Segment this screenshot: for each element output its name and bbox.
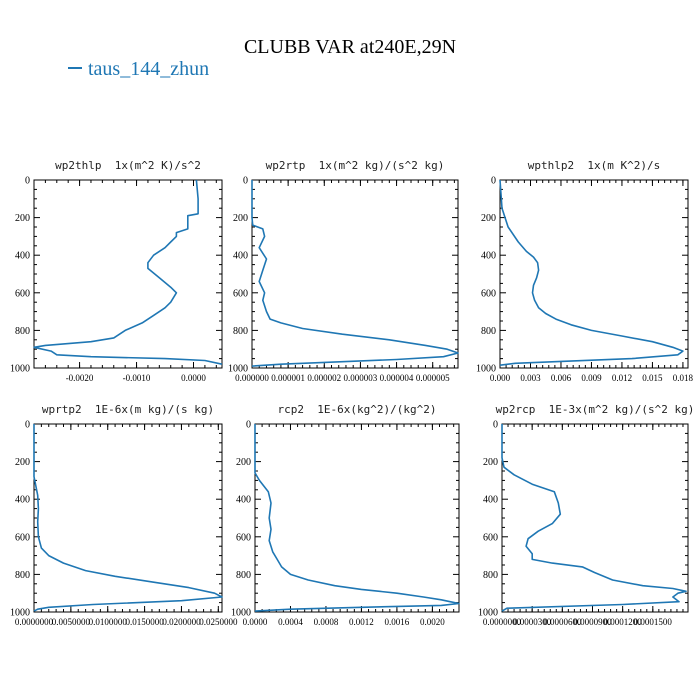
chart-panel-5: rcp2 1E-6x(kg^2)/(kg^2) 0 200 400 600 800 1000… [231, 403, 460, 627]
y-tick-label: 800 [236, 570, 251, 581]
x-tick-label: 0.000003 [344, 373, 378, 383]
plot-frame [254, 423, 460, 613]
x-tick-label: 0.0000 [181, 373, 206, 383]
plot-frame [33, 423, 223, 613]
legend: taus_144_zhun [68, 58, 209, 81]
y-tick-label: 800 [15, 570, 30, 581]
x-tick-label: 0.0001200 [604, 617, 643, 627]
plot-frame [251, 179, 459, 369]
y-tick-label: 800 [233, 326, 248, 337]
y-tick-label: 0 [246, 420, 251, 431]
y-tick-label: 200 [481, 213, 496, 224]
x-tick-label: 0.006 [551, 373, 572, 383]
panel-title: wpthlp2 1x(m K^2)/s [528, 159, 660, 172]
x-tick-label: 0.0004 [278, 617, 303, 627]
chart-panel-2: wp2rtp 1x(m^2 kg)/(s^2 kg) 0 200 400 600 800 1… [228, 159, 459, 383]
series-line-1 [33, 179, 223, 365]
y-tick-label: 400 [233, 251, 248, 262]
series-line-1 [33, 424, 223, 612]
x-tick-label: 0.0200000 [162, 617, 201, 627]
y-tick-label: 200 [483, 457, 498, 468]
y-tick-label: 0 [243, 176, 248, 187]
y-tick-label: 400 [15, 251, 30, 262]
panel-title: rcp2 1E-6x(kg^2)/(kg^2) [278, 403, 437, 416]
x-tick-label: 0.0150000 [125, 617, 164, 627]
x-tick-label: -0.0010 [123, 373, 151, 383]
x-tick-label: -0.0020 [66, 373, 94, 383]
y-tick-label: 1000 [476, 364, 496, 375]
chart-panel-3: wpthlp2 1x(m K^2)/s020040060080010000.00… [476, 159, 694, 383]
x-tick-label: 0.003 [520, 373, 541, 383]
y-tick-label: 600 [15, 288, 30, 299]
x-tick-label: 0.015 [642, 373, 663, 383]
panel-title: wp2rtp 1x(m^2 kg)/(s^2 kg) [266, 159, 445, 172]
legend-label: taus_144_zhun [88, 58, 210, 80]
chart-panel-4: wprtp2 1E-6x(m kg)/(s kg) 0 200 400 600 800 10… [10, 403, 238, 627]
panel-title: wprtp2 1E-6x(m kg)/(s kg) [42, 403, 214, 416]
y-tick-label: 400 [236, 495, 251, 506]
x-tick-label: 0.0000 [243, 617, 268, 627]
plot-frame [33, 179, 223, 369]
y-tick-label: 800 [481, 326, 496, 337]
x-tick-label: 0.0001500 [634, 617, 673, 627]
y-tick-label: 600 [15, 532, 30, 543]
y-tick-label: 0 [25, 176, 30, 187]
y-tick-label: 800 [15, 326, 30, 337]
y-tick-label: 1000 [228, 364, 248, 375]
y-tick-label: 0 [25, 420, 30, 431]
x-tick-label: 0.000004 [380, 373, 414, 383]
x-tick-label: 0.000 [490, 373, 511, 383]
y-tick-label: 1000 [231, 608, 251, 619]
y-tick-label: 200 [236, 457, 251, 468]
y-tick-label: 200 [15, 457, 30, 468]
series-line-1 [251, 180, 459, 367]
legend-line-icon [68, 67, 82, 70]
x-tick-label: 0.000002 [307, 373, 341, 383]
x-tick-label: 0.012 [612, 373, 632, 383]
y-tick-label: 600 [236, 532, 251, 543]
x-tick-label: 0.000001 [271, 373, 305, 383]
x-tick-label: 0.0000900 [573, 617, 612, 627]
y-tick-label: 200 [233, 213, 248, 224]
x-tick-label: 0.018 [673, 373, 694, 383]
x-tick-label: 0.0100000 [89, 617, 128, 627]
y-tick-label: 0 [493, 420, 498, 431]
y-tick-label: 400 [483, 495, 498, 506]
x-tick-label: 0.0000600 [543, 617, 582, 627]
y-tick-label: 600 [483, 532, 498, 543]
x-tick-label: 0.009 [581, 373, 602, 383]
panel-title: wp2rcp 1E-3x(m^2 kg)/(s^2 kg) [496, 403, 695, 416]
x-tick-label: 0.0050000 [52, 617, 91, 627]
x-tick-label: 0.0250000 [199, 617, 238, 627]
x-tick-label: 0.0000300 [513, 617, 552, 627]
x-tick-label: 0.0020 [420, 617, 445, 627]
y-tick-label: 1000 [478, 608, 498, 619]
y-tick-label: 1000 [10, 608, 30, 619]
series-line-1 [501, 424, 687, 612]
chart-panel-6: wp2rcp 1E-3x(m^2 kg)/(s^2 kg) 0 200 400 600 8… [478, 403, 694, 627]
plot-frame [499, 179, 689, 369]
y-tick-label: 600 [481, 288, 496, 299]
series-line-1 [254, 424, 460, 612]
y-tick-label: 400 [15, 495, 30, 506]
figure-title: CLUBB VAR at240E,29N [243, 36, 457, 58]
y-tick-label: 400 [481, 251, 496, 262]
x-tick-label: 0.0000000 [483, 617, 522, 627]
y-tick-label: 600 [233, 288, 248, 299]
y-tick-label: 200 [15, 213, 30, 224]
x-tick-label: 0.0008 [314, 617, 339, 627]
x-tick-label: 0.000000 [235, 373, 269, 383]
x-tick-label: 0.0012 [349, 617, 374, 627]
chart-panel-1: wp2thlp 1x(m^2 K)/s^2 0 200 400 600 800 1000 -0… [10, 159, 223, 383]
y-tick-label: 800 [483, 570, 498, 581]
y-tick-label: 0 [491, 176, 496, 187]
x-tick-label: 0.0016 [385, 617, 410, 627]
y-tick-label: 1000 [10, 364, 30, 375]
series-line-1 [499, 179, 684, 366]
x-tick-label: 0.000005 [416, 373, 450, 383]
x-tick-label: 0.0000000 [15, 617, 54, 627]
plot-frame [501, 423, 689, 613]
panel-title: wp2thlp 1x(m^2 K)/s^2 [55, 159, 201, 172]
